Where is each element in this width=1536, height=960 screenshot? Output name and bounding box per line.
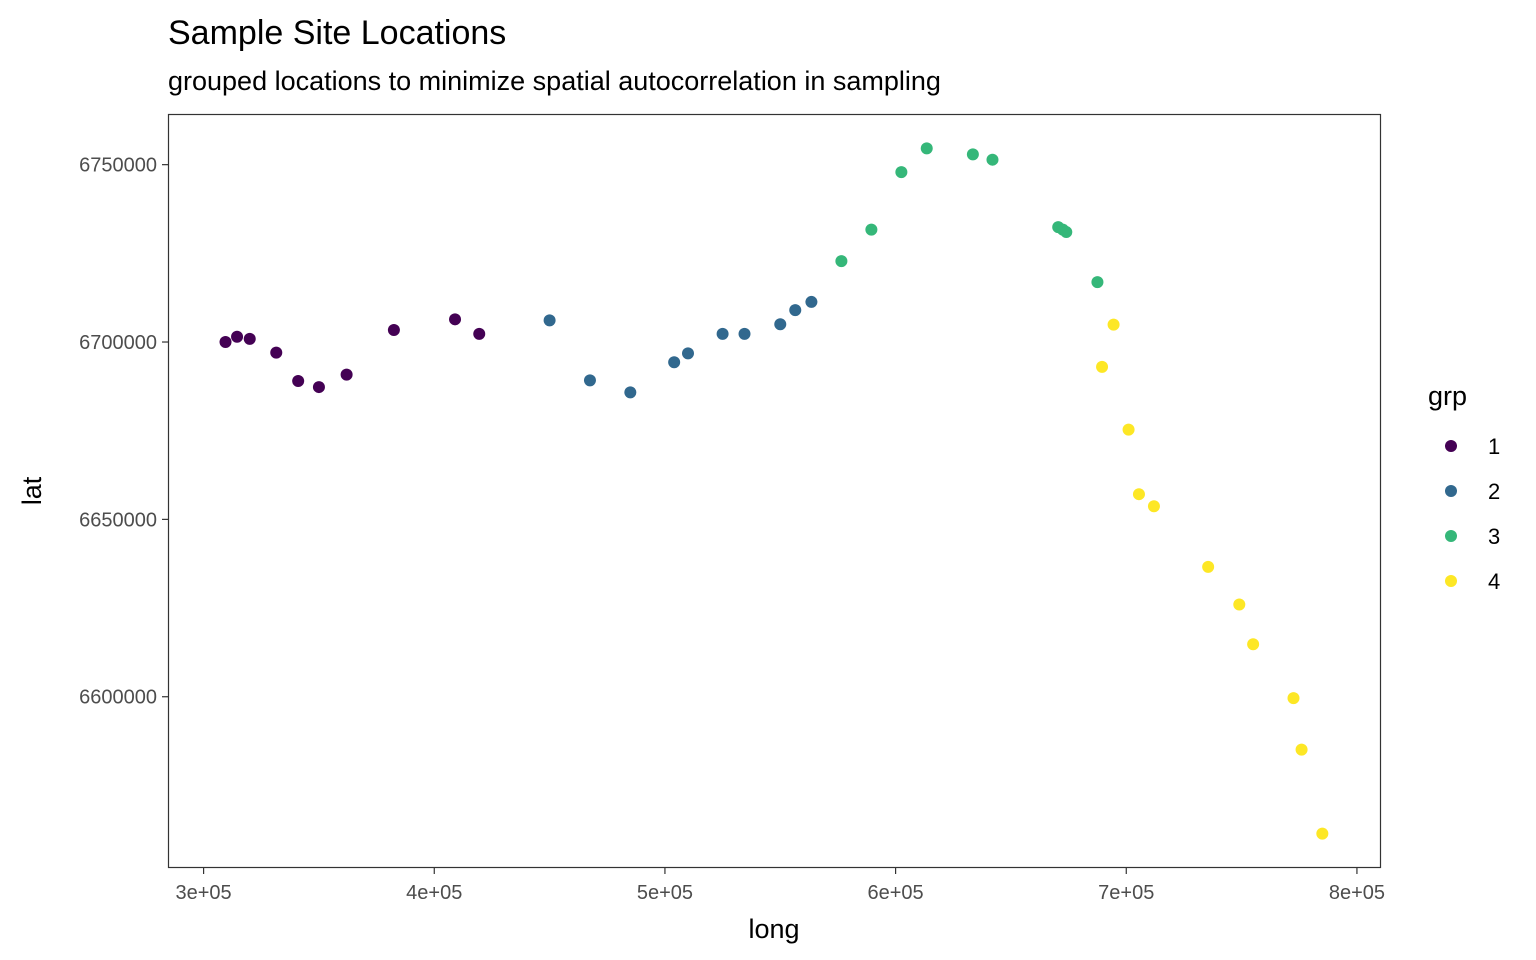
point-grp-1 (473, 327, 486, 340)
legend-key-3 (1445, 530, 1457, 542)
chart-subtitle: grouped locations to minimize spatial au… (168, 66, 941, 96)
point-grp-4 (1122, 423, 1135, 436)
plot-marks (219, 142, 1329, 840)
point-grp-2 (583, 374, 596, 387)
legend-label: 1 (1488, 434, 1500, 459)
point-grp-1 (270, 346, 283, 359)
point-grp-2 (668, 356, 681, 369)
chart-title: Sample Site Locations (168, 14, 506, 52)
x-tick-label: 7e+05 (1098, 882, 1154, 904)
point-grp-3 (865, 223, 878, 236)
point-grp-2 (543, 314, 556, 327)
point-grp-3 (835, 255, 848, 268)
point-grp-2 (789, 304, 802, 317)
point-grp-4 (1295, 743, 1308, 756)
point-grp-3 (966, 148, 979, 161)
point-grp-1 (292, 375, 305, 388)
y-axis-title: lat (17, 476, 47, 505)
legend-label: 2 (1488, 479, 1500, 504)
point-grp-4 (1316, 827, 1329, 840)
point-grp-4 (1247, 638, 1260, 651)
y-tick-label: 6650000 (79, 509, 157, 531)
x-tick-label: 3e+05 (176, 882, 232, 904)
point-grp-2 (805, 295, 818, 308)
y-tick-label: 6600000 (79, 687, 157, 709)
point-grp-3 (895, 166, 908, 179)
point-grp-1 (243, 332, 256, 345)
x-tick-label: 5e+05 (637, 882, 693, 904)
y-tick-label: 6750000 (79, 155, 157, 177)
legend-key-4 (1445, 575, 1457, 587)
x-tick-label: 6e+05 (868, 882, 924, 904)
legend-key-2 (1445, 485, 1457, 497)
point-grp-4 (1132, 488, 1145, 501)
point-grp-2 (716, 327, 729, 340)
x-axis: 3e+05 4e+05 5e+05 6e+05 7e+05 8e+05 (176, 867, 1385, 904)
point-grp-3 (1091, 276, 1104, 289)
legend: grp 1 2 3 4 (1428, 381, 1500, 594)
point-grp-1 (312, 381, 325, 394)
x-tick-label: 8e+05 (1329, 882, 1385, 904)
x-tick-label: 4e+05 (406, 882, 462, 904)
legend-key-1 (1445, 440, 1457, 452)
point-grp-1 (340, 368, 353, 381)
point-grp-2 (774, 318, 787, 331)
legend-label: 4 (1488, 569, 1500, 594)
point-grp-1 (231, 330, 244, 343)
point-grp-1 (449, 313, 462, 326)
y-axis: 6600000 6650000 6700000 6750000 (79, 155, 169, 709)
point-grp-4 (1202, 560, 1215, 573)
point-grp-1 (219, 336, 232, 349)
point-grp-4 (1233, 598, 1246, 611)
point-grp-1 (387, 323, 400, 336)
point-grp-3 (920, 142, 933, 155)
point-grp-4 (1096, 360, 1109, 373)
plot-panel (167, 113, 1382, 869)
legend-label: 3 (1488, 524, 1500, 549)
point-grp-3 (986, 153, 999, 166)
legend-title: grp (1428, 381, 1467, 411)
y-tick-label: 6700000 (79, 332, 157, 354)
point-grp-4 (1147, 500, 1160, 513)
point-grp-2 (624, 386, 637, 399)
point-grp-4 (1107, 318, 1120, 331)
point-grp-2 (682, 347, 694, 360)
point-grp-2 (738, 327, 751, 340)
point-grp-3 (1060, 226, 1073, 239)
x-axis-title: long (748, 914, 799, 944)
point-grp-4 (1287, 692, 1300, 705)
